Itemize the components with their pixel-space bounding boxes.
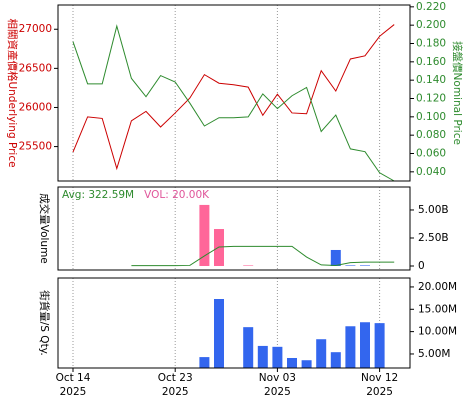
bar [199, 357, 210, 368]
y-tick-label: 0 [418, 260, 425, 272]
y-tick-label: 10.00M [418, 326, 457, 338]
line [72, 24, 395, 171]
y2-tick-label: 0.100 [416, 111, 446, 123]
y2-tick-label: 0.040 [416, 166, 446, 178]
bar [330, 352, 341, 368]
bar [345, 326, 356, 368]
y-axis-label: 相關資產價格Underlying Price [6, 18, 19, 167]
y2-tick-label: 0.060 [416, 148, 446, 160]
bar [243, 327, 254, 368]
bar [374, 323, 385, 368]
x-tick-label-line: 2025 [366, 386, 393, 398]
x-tick-label-line: Nov 12 [361, 372, 398, 384]
line [72, 24, 395, 182]
y2-tick-label: 0.080 [416, 129, 446, 141]
panel-frame [57, 4, 411, 182]
y-tick-label: 15.00M [418, 303, 457, 315]
bar [360, 265, 370, 266]
bar [301, 360, 312, 368]
x-tick-label: Oct 23 2025 [158, 372, 193, 398]
x-tick-label-line: 2025 [60, 386, 87, 398]
x-tick-label: Nov 03 2025 [259, 372, 296, 398]
panel-frame [57, 277, 411, 369]
y2-tick-label: 0.160 [416, 56, 446, 68]
y2-tick-label: 0.220 [416, 1, 446, 13]
bar [272, 346, 283, 368]
bar [345, 265, 356, 266]
panel-frame [57, 186, 411, 271]
y-tick-label: 5.00M [418, 348, 450, 360]
y2-tick-label: 0.200 [416, 19, 446, 31]
bar [360, 322, 370, 368]
y-tick-label: 27000 [19, 23, 52, 35]
bar [199, 204, 210, 266]
bar [287, 357, 297, 368]
bar [316, 339, 327, 368]
x-tick-label-line: Oct 14 [56, 372, 91, 384]
y-tick-label: 2.50B [418, 232, 449, 244]
bar [214, 299, 224, 368]
y2-tick-label: 0.180 [416, 38, 446, 50]
bar [257, 345, 268, 368]
annotation: VOL: 20.00K [144, 189, 210, 201]
bar [330, 249, 341, 266]
y2-tick-label: 0.120 [416, 93, 446, 105]
y-axis-label: 成交量Volume [38, 193, 51, 264]
y2-tick-label: 0.140 [416, 74, 446, 86]
y-tick-label: 26500 [19, 62, 52, 74]
line [131, 245, 395, 267]
bar [243, 265, 254, 266]
y-tick-label: 25500 [19, 141, 52, 153]
x-tick-label: Nov 12 2025 [361, 372, 398, 398]
y2-axis-label: 接盤價Nominal Price [451, 41, 464, 145]
x-tick-label-line: Oct 23 [158, 372, 193, 384]
x-tick-label: Oct 14 2025 [56, 372, 91, 398]
annotation: Avg: 322.59M [62, 189, 134, 201]
x-tick-label-line: 2025 [264, 386, 291, 398]
y-tick-label: 20.00M [418, 281, 457, 293]
y-tick-label: 26000 [19, 101, 52, 113]
y-tick-label: 5.00B [418, 204, 449, 216]
x-tick-label-line: Nov 03 [259, 372, 296, 384]
y-axis-label: 街貨量/S Qty. [38, 290, 51, 355]
x-tick-label-line: 2025 [162, 386, 189, 398]
